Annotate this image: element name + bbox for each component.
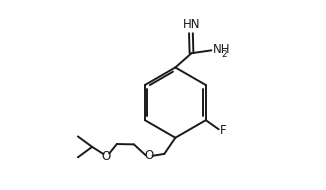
Text: 2: 2: [221, 50, 227, 59]
Text: O: O: [144, 149, 154, 162]
Text: F: F: [220, 124, 227, 137]
Text: O: O: [102, 150, 111, 163]
Text: NH: NH: [213, 43, 230, 56]
Text: HN: HN: [183, 18, 200, 31]
